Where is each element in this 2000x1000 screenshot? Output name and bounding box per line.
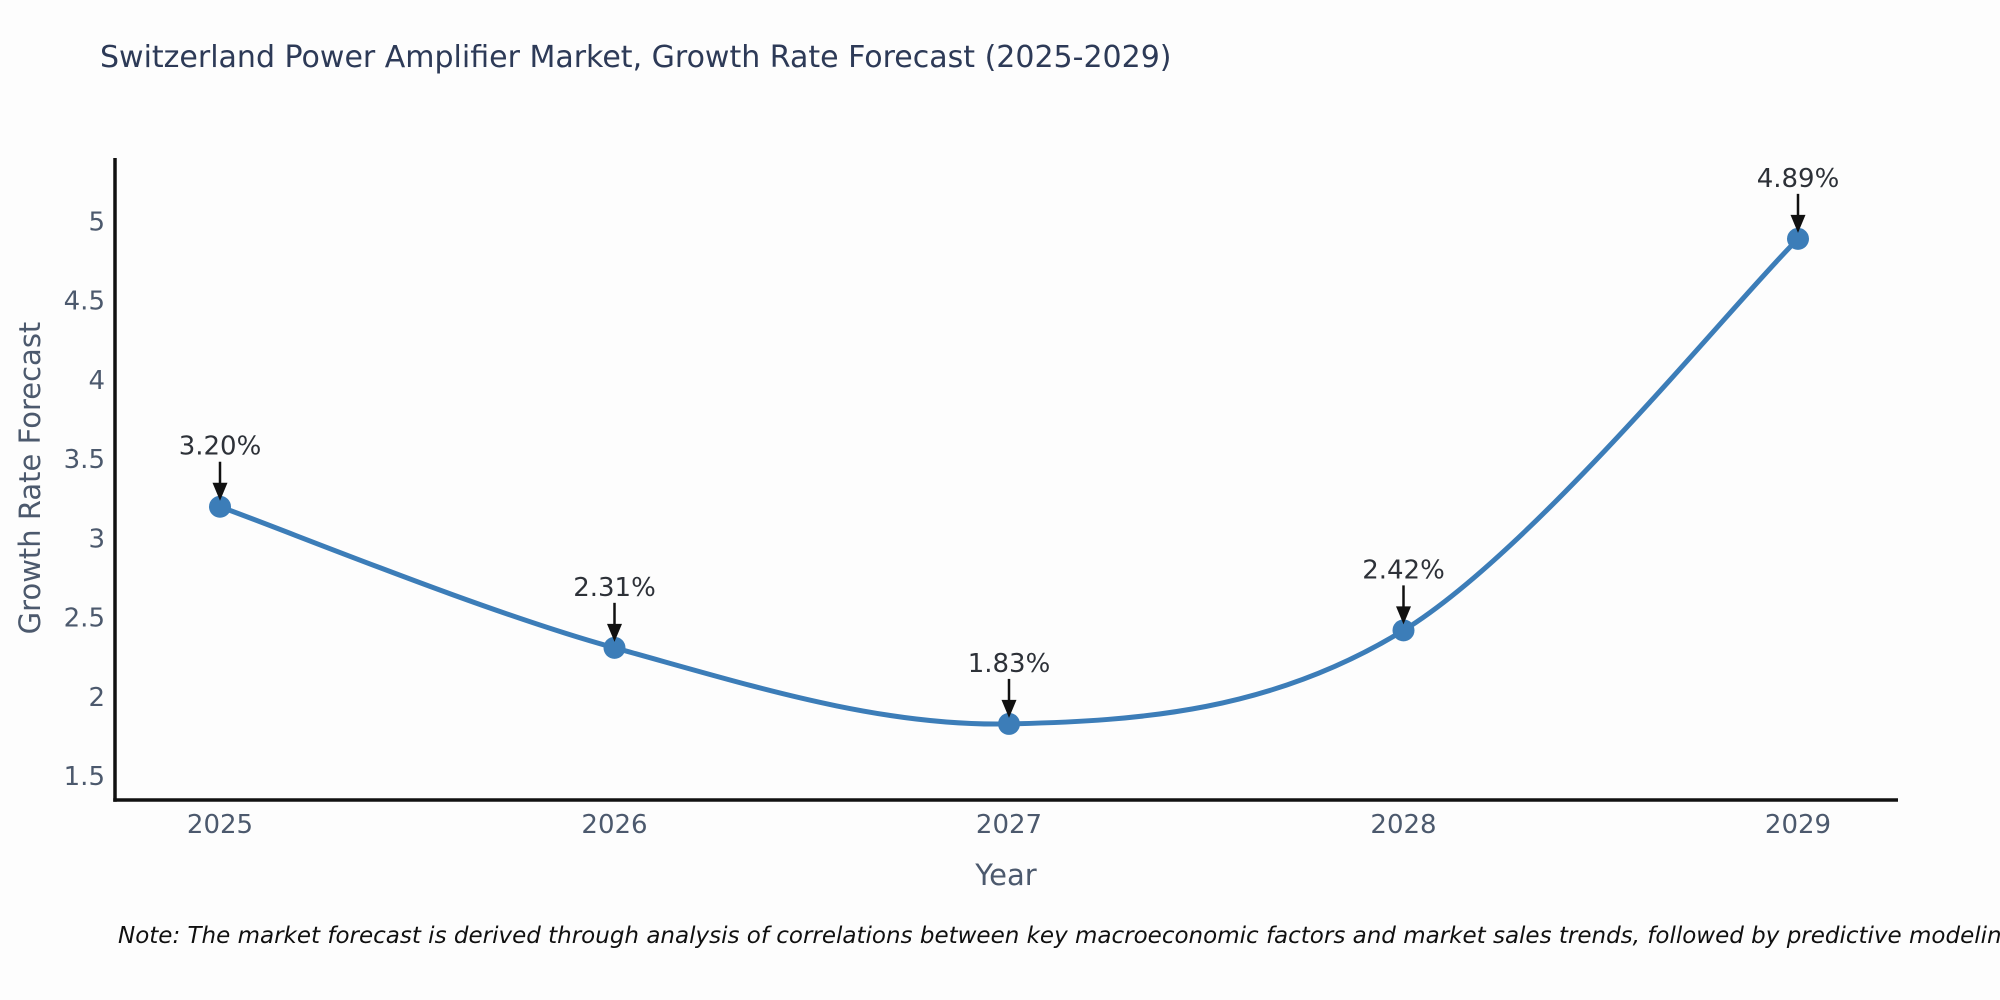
y-tick-label: 1.5: [64, 762, 105, 792]
y-tick-label: 3: [88, 524, 105, 554]
x-tick-label: 2025: [187, 810, 253, 840]
x-tick-label: 2029: [1765, 810, 1831, 840]
y-tick-label: 4: [88, 366, 105, 396]
annotation-value-label: 2.31%: [573, 573, 656, 603]
annotation-2027: 1.83%: [968, 649, 1051, 718]
annotation-2029: 4.89%: [1757, 164, 1840, 233]
x-tick-label: 2026: [581, 810, 647, 840]
axes-group: [113, 158, 1898, 802]
annotation-value-label: 2.42%: [1362, 555, 1445, 585]
y-tick-label: 2: [88, 683, 105, 713]
annotation-value-label: 3.20%: [179, 432, 262, 462]
annotation-2025: 3.20%: [179, 432, 262, 501]
data-point-2025: [209, 495, 231, 518]
data-point-2026: [603, 636, 626, 659]
annotation-arrowhead-icon: [1396, 606, 1411, 625]
y-tick-label: 2.5: [64, 604, 105, 634]
x-tick-label: 2027: [976, 810, 1042, 840]
annotation-2028: 2.42%: [1362, 555, 1445, 625]
y-tick-label: 3.5: [64, 445, 105, 475]
x-tick-labels: 2025 2026 2027 2028 2029: [187, 810, 1831, 840]
y-tick-label: 5: [88, 207, 105, 237]
x-tick-label: 2028: [1370, 810, 1436, 840]
annotation-value-label: 1.83%: [968, 649, 1051, 679]
footnote: Note: The market forecast is derived thr…: [118, 923, 2000, 949]
y-tick-label: 4.5: [64, 287, 105, 317]
chart-title: Switzerland Power Amplifier Market, Grow…: [100, 40, 1172, 75]
annotation-2026: 2.31%: [573, 573, 656, 642]
data-point-2029: [1787, 227, 1809, 250]
annotation-value-label: 4.89%: [1757, 164, 1840, 194]
point-annotations: 3.20% 2.31% 1.83% 2.42% 4.89%: [179, 164, 1840, 718]
annotation-arrowhead-icon: [1790, 214, 1806, 233]
annotation-arrowhead-icon: [1001, 699, 1017, 718]
data-point-2027: [998, 712, 1020, 735]
y-tick-labels: 1.5 2 2.5 3 3.5 4 4.5 5: [64, 207, 105, 792]
data-point-2028: [1392, 619, 1415, 642]
y-axis-title: Growth Rate Forecast: [13, 322, 47, 635]
x-axis-title: Year: [974, 858, 1036, 892]
annotation-arrowhead-icon: [212, 482, 228, 501]
annotation-arrowhead-icon: [607, 623, 622, 642]
data-series: [209, 227, 1809, 735]
